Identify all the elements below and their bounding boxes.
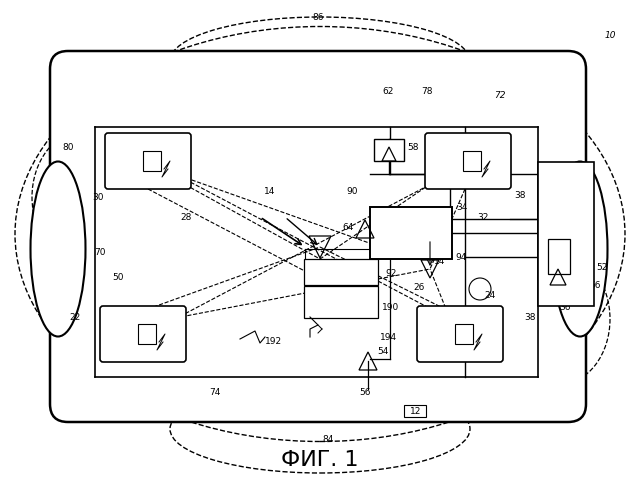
Bar <box>548 240 570 275</box>
Text: 78: 78 <box>421 87 433 96</box>
FancyBboxPatch shape <box>100 306 186 362</box>
Text: 12: 12 <box>410 407 422 416</box>
Bar <box>404 405 426 417</box>
Text: 36: 36 <box>559 303 571 312</box>
Text: 22: 22 <box>69 313 81 322</box>
Text: 86: 86 <box>312 13 324 23</box>
Text: 32: 32 <box>477 213 489 222</box>
FancyBboxPatch shape <box>417 306 503 362</box>
Text: 20: 20 <box>132 313 144 322</box>
Text: 72: 72 <box>494 90 506 99</box>
Text: 58: 58 <box>407 143 419 152</box>
Text: 84: 84 <box>323 434 333 444</box>
Text: 70: 70 <box>94 248 106 257</box>
Text: 90: 90 <box>346 187 358 196</box>
FancyBboxPatch shape <box>370 207 452 260</box>
Text: 14: 14 <box>264 187 276 196</box>
Text: 24: 24 <box>484 290 495 299</box>
Text: ECU: ECU <box>398 228 424 241</box>
Text: 26: 26 <box>413 283 425 292</box>
Bar <box>374 140 404 162</box>
Text: 54: 54 <box>378 347 388 356</box>
Text: 28: 28 <box>180 213 192 222</box>
Text: 66: 66 <box>589 280 601 289</box>
Text: 94: 94 <box>455 253 467 262</box>
FancyBboxPatch shape <box>304 287 378 318</box>
Text: 52: 52 <box>596 263 608 272</box>
Text: ДИСПЛЕЙ: ДИСПЛЕЙ <box>321 267 360 277</box>
Text: 80: 80 <box>62 143 74 152</box>
Text: 64: 64 <box>342 223 354 232</box>
Bar <box>143 152 161 172</box>
Text: RR: RR <box>442 156 458 167</box>
Text: 10: 10 <box>604 30 616 39</box>
Text: 194: 194 <box>380 333 397 342</box>
FancyBboxPatch shape <box>105 134 191 190</box>
FancyBboxPatch shape <box>304 260 378 286</box>
FancyBboxPatch shape <box>425 134 511 190</box>
Text: 62: 62 <box>382 87 394 96</box>
FancyBboxPatch shape <box>50 52 586 422</box>
Text: LR: LR <box>434 329 449 339</box>
Text: LF: LF <box>117 329 131 339</box>
Ellipse shape <box>31 162 86 337</box>
Ellipse shape <box>552 162 607 337</box>
Text: RF: RF <box>122 156 137 167</box>
Bar <box>455 324 473 344</box>
Text: 92: 92 <box>385 268 396 277</box>
Bar <box>463 152 481 172</box>
Text: 34: 34 <box>456 203 468 212</box>
Text: 30: 30 <box>92 193 104 202</box>
Text: 56: 56 <box>359 388 371 396</box>
Text: 38: 38 <box>515 190 525 199</box>
Text: 14: 14 <box>435 257 445 266</box>
Text: 192: 192 <box>265 337 282 346</box>
Text: РАДИО-
ПРИЁМНИК: РАДИО- ПРИЁМНИК <box>322 296 360 311</box>
Text: 38: 38 <box>524 313 536 322</box>
FancyBboxPatch shape <box>538 163 594 306</box>
Bar <box>138 324 156 344</box>
Text: ФИГ. 1: ФИГ. 1 <box>281 449 359 469</box>
Text: 50: 50 <box>112 273 124 282</box>
Text: 190: 190 <box>382 303 399 312</box>
Text: 74: 74 <box>209 388 221 396</box>
